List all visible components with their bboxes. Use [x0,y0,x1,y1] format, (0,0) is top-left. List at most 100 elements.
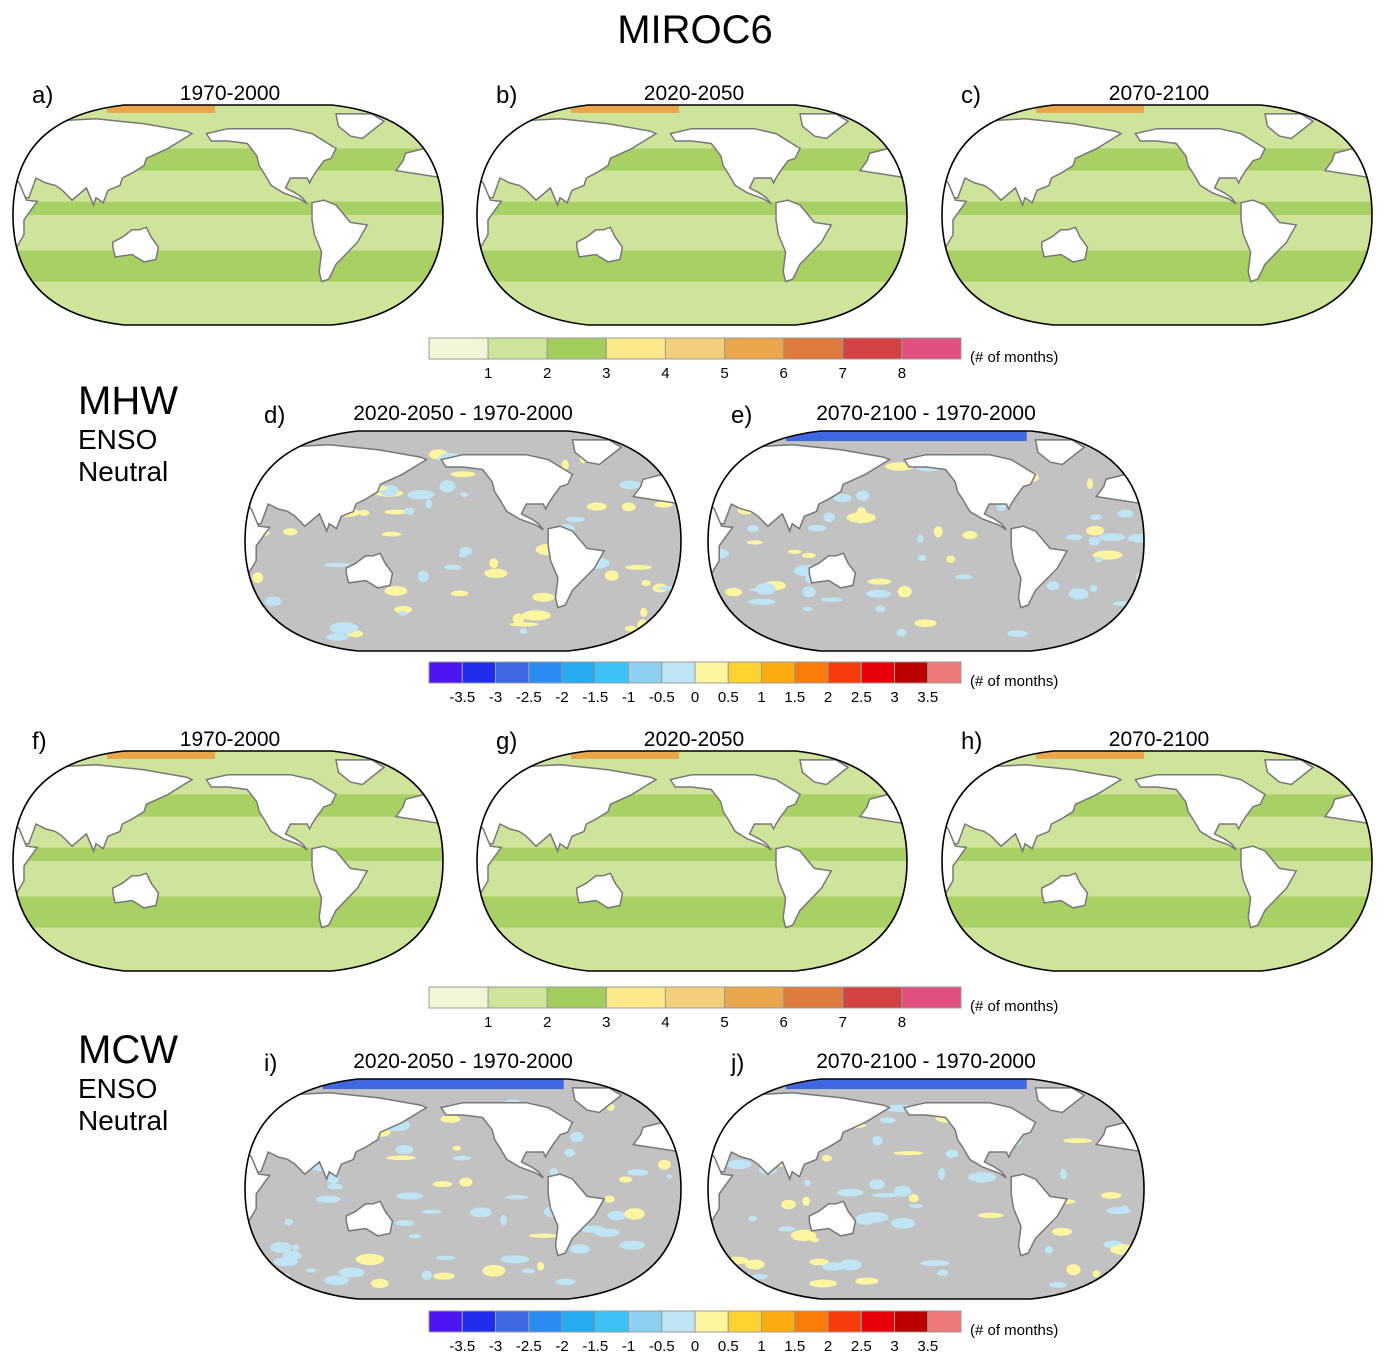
anomaly-patch [624,1208,645,1220]
colorbar-swatch [495,661,530,684]
anomaly-patch [509,622,539,627]
colorbar-swatch [661,1310,696,1333]
world-map [941,104,1373,326]
contour-band [13,847,443,861]
anomaly-patch [640,607,648,617]
anomaly-patch [537,1261,545,1271]
colorbar-tick-label: 6 [779,365,788,382]
panel-title: 2020-2050 - 1970-2000 [353,1050,573,1073]
land-mass [13,118,194,208]
colorbar-swatch [487,986,548,1009]
arctic-highlight [571,105,680,113]
land-mass [439,1101,574,1179]
panel-letter: a) [32,82,54,109]
anomaly-patch [745,1259,765,1270]
anomaly-patch [245,1100,259,1108]
anomaly-patch [937,1269,949,1277]
land-mass [245,1092,429,1182]
colorbar-swatch [783,337,844,360]
colorbar-tick-label: 0 [690,689,700,706]
land-mass [1134,773,1266,851]
colorbar-swatch [561,1310,596,1333]
panel-b: b) 2020-2050 [476,82,908,328]
section-label-mhw: MHW ENSO Neutral [78,378,178,488]
anomaly-patch [867,578,892,585]
anomaly-patch [1068,588,1089,600]
anomaly-patch [435,1255,456,1261]
anomaly-patch [778,1226,795,1232]
land-mass [1010,525,1069,609]
anomaly-patch [316,1195,341,1203]
contour-band [942,250,1372,282]
land-mass [477,764,658,854]
colorbar-swatch [842,986,903,1009]
land-mass [669,773,801,851]
panel-letter: h) [961,728,983,755]
colorbar-tick-label: 5 [720,1014,729,1031]
panel-c: c) 2070-2100 [941,82,1373,328]
colorbar-swatch [794,661,829,684]
colorbar-swatches [428,1310,962,1333]
anomaly-patch [409,1233,422,1239]
anomaly-patch [823,512,835,523]
map-border [244,1078,682,1300]
anomaly-patch [968,1171,997,1183]
anomaly-patch [871,1192,899,1198]
anomaly-patch [1088,536,1101,546]
colorbar-swatch [461,661,496,684]
anomaly-patch [384,585,408,596]
anomaly-patch [395,1145,414,1155]
colorbar-swatches [428,337,962,360]
anomaly-patch [725,587,743,597]
colorbar-swatch [561,661,596,684]
colorbar-swatch [794,1310,829,1333]
map-canvas [12,750,444,972]
anomaly-patch [512,613,525,625]
colorbar-tick-label: -3.5 [449,689,476,706]
colorbar-unit-label: (# of months) [970,998,1059,1015]
anomaly-patch [866,589,891,598]
land-mass [576,872,624,909]
anomaly-patch [809,1279,837,1288]
anomaly-patch [245,616,264,628]
anomaly-patch [920,1260,950,1267]
colorbar-swatch [487,337,548,360]
colorbar-tick-label: 3.5 [917,689,939,706]
colorbar-swatch [761,661,796,684]
anomaly-patch [395,1219,415,1227]
map-border [244,430,682,652]
anomaly-patch [384,509,408,515]
panel-i: i) 2020-2050 - 1970-2000 [244,1050,682,1302]
anomaly-patch [872,1135,883,1146]
land-mass [902,453,1037,531]
anomaly-patch [746,540,763,545]
anomaly-patch [807,524,826,532]
panel-title: 2020-2050 [643,728,745,751]
arctic-highlight [1036,751,1145,759]
panel-title: 2020-2050 - 1970-2000 [353,402,573,425]
anomaly-patch [855,1277,879,1285]
panel-letter: f) [32,728,47,755]
anomaly-patch [500,1214,507,1226]
colorbar-swatch [727,661,762,684]
section-title: MHW [78,379,178,423]
anomaly-patch [459,1177,473,1187]
colorbar-tick-label: 2 [823,1338,833,1355]
anomaly-patch [555,1278,576,1285]
colorbar-swatch [428,986,489,1009]
arctic-highlight [107,751,216,759]
colorbar-tick-label: -0.5 [648,1338,675,1355]
anomaly-patch [604,570,619,581]
anomaly-patch [452,1155,472,1161]
anomaly-patch [355,1253,385,1266]
colorbar-swatch [461,1310,496,1333]
anomaly-patch [564,1148,576,1157]
colorbar-swatch [428,1310,463,1333]
anomaly-patch [946,555,956,563]
anomaly-patch [879,1117,896,1124]
anomaly-patch [801,552,816,559]
colorbar-tick-label: 0.5 [717,1338,739,1355]
colorbar-tick-label: 5 [720,365,729,382]
anomaly-patch [626,1169,649,1176]
world-map [244,1078,682,1300]
